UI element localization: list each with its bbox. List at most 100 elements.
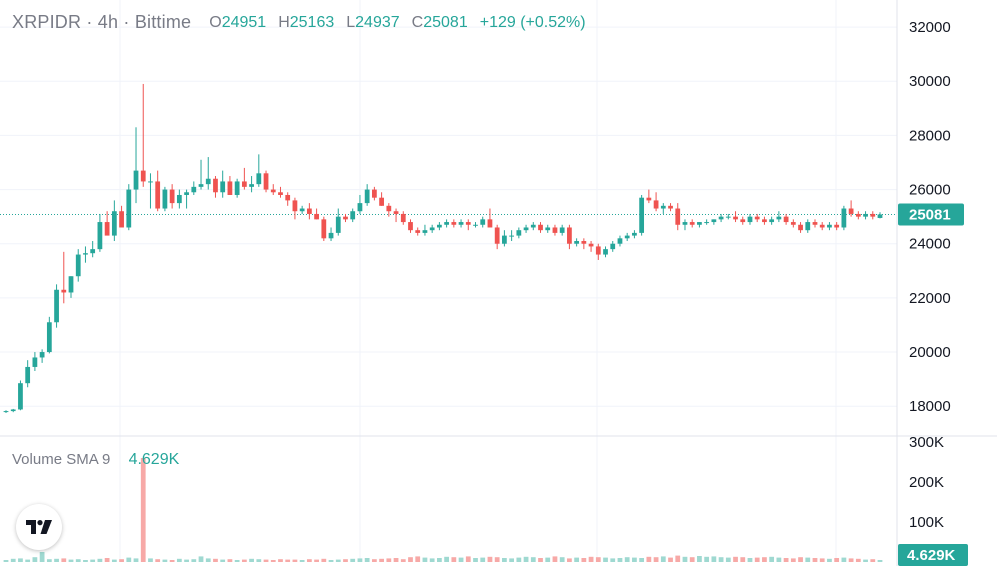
- volume-bar: [61, 558, 67, 562]
- candle-body: [3, 411, 9, 413]
- volume-bar: [393, 558, 399, 562]
- candle-body: [574, 241, 580, 244]
- candle-body: [270, 189, 276, 193]
- candle-body: [227, 181, 233, 195]
- volume-bar: [740, 557, 746, 562]
- candle-body: [422, 230, 428, 233]
- ohlc-high: H25163: [278, 14, 335, 31]
- volume-bar: [465, 556, 471, 562]
- candle-body: [299, 208, 305, 212]
- candle-body: [812, 222, 818, 225]
- volume-bar: [126, 557, 132, 562]
- volume-legend[interactable]: Volume SMA 9 4.629K: [12, 451, 179, 469]
- volume-bar: [451, 557, 457, 562]
- volume-bar: [855, 558, 861, 562]
- candle-body: [559, 227, 565, 233]
- volume-bar: [335, 559, 341, 562]
- volume-bar: [870, 559, 876, 562]
- volume-bar: [675, 555, 681, 562]
- price-tick-label: 32000: [909, 19, 951, 36]
- volume-indicator-value: 4.629K: [128, 451, 180, 468]
- volume-bar: [711, 556, 717, 562]
- ohlc-open: O24951: [209, 14, 267, 31]
- tradingview-logo-icon[interactable]: [16, 504, 62, 550]
- candle-body: [855, 213, 861, 217]
- volume-bar: [617, 558, 623, 562]
- volume-bar: [408, 557, 413, 562]
- volume-bar: [848, 558, 854, 562]
- volume-bar: [133, 558, 139, 562]
- candle-body: [285, 194, 291, 201]
- volume-bar: [552, 556, 558, 562]
- volume-bar: [509, 558, 515, 562]
- volume-bar: [697, 556, 702, 562]
- candle-body: [588, 243, 594, 247]
- candle-body: [776, 216, 782, 220]
- volume-value-label: 4.629K: [907, 547, 956, 564]
- candle-body: [711, 219, 717, 223]
- candle-body: [25, 366, 31, 384]
- symbol-title[interactable]: XRPIDR · 4h · Bittime: [12, 12, 192, 32]
- candle-body: [220, 181, 226, 193]
- candle-body: [754, 216, 760, 220]
- candle-body: [675, 208, 681, 225]
- volume-bar: [725, 557, 731, 562]
- volume-tick-label: 200K: [909, 474, 944, 491]
- price-axis[interactable]: 32000 30000 28000 26000 24000 22000 20000 18000…: [898, 19, 968, 566]
- volume-bar: [184, 559, 189, 562]
- volume-bar: [567, 558, 572, 562]
- candle-body: [747, 216, 753, 223]
- candle-body: [848, 208, 854, 214]
- candle-body: [545, 227, 551, 231]
- candle-body: [805, 222, 811, 231]
- volume-bar: [523, 556, 529, 562]
- candle-body: [668, 205, 673, 209]
- volume-bar: [790, 558, 796, 562]
- volume-bar: [227, 559, 233, 562]
- volume-bar: [660, 556, 666, 562]
- candle-body: [595, 246, 601, 255]
- candle-body: [624, 235, 630, 239]
- volume-bar: [306, 559, 312, 562]
- candle-body: [39, 352, 45, 358]
- volume-bar: [653, 557, 659, 562]
- candle-body: [769, 219, 775, 223]
- candle-body: [530, 224, 536, 228]
- volume-bar: [119, 559, 124, 562]
- volume-bar: [776, 557, 782, 562]
- volume-bar: [603, 557, 608, 562]
- volume-bar: [458, 557, 464, 562]
- candle-body: [870, 213, 876, 217]
- ohlc-change: +129 (+0.52%): [479, 14, 586, 31]
- volume-bar: [213, 558, 218, 562]
- candle-body: [314, 213, 319, 220]
- candle-body: [249, 184, 254, 187]
- candle-body: [68, 276, 74, 293]
- volume-bar: [863, 559, 868, 562]
- candle-body: [75, 254, 81, 277]
- candle-body: [538, 224, 543, 231]
- candle-body: [863, 213, 868, 217]
- candle-body: [400, 213, 406, 223]
- price-tick-label: 26000: [909, 182, 951, 199]
- candle-body: [111, 211, 117, 236]
- candle-body: [46, 322, 52, 353]
- volume-bar: [104, 558, 110, 562]
- candle-body: [18, 383, 23, 410]
- candle-body: [697, 222, 702, 225]
- candle-body: [487, 219, 493, 228]
- volume-bar: [205, 558, 211, 562]
- volume-value-badge: [898, 544, 968, 566]
- volume-bars: [3, 458, 883, 562]
- candle-body: [415, 230, 421, 233]
- volume-bar: [10, 558, 16, 562]
- volume-bar: [718, 557, 724, 562]
- candle-body: [133, 170, 139, 190]
- volume-bar: [682, 556, 688, 562]
- volume-bar: [827, 558, 832, 562]
- candle-body: [263, 173, 269, 190]
- volume-bar: [3, 560, 9, 562]
- candle-body: [610, 243, 616, 250]
- volume-bar: [769, 556, 775, 562]
